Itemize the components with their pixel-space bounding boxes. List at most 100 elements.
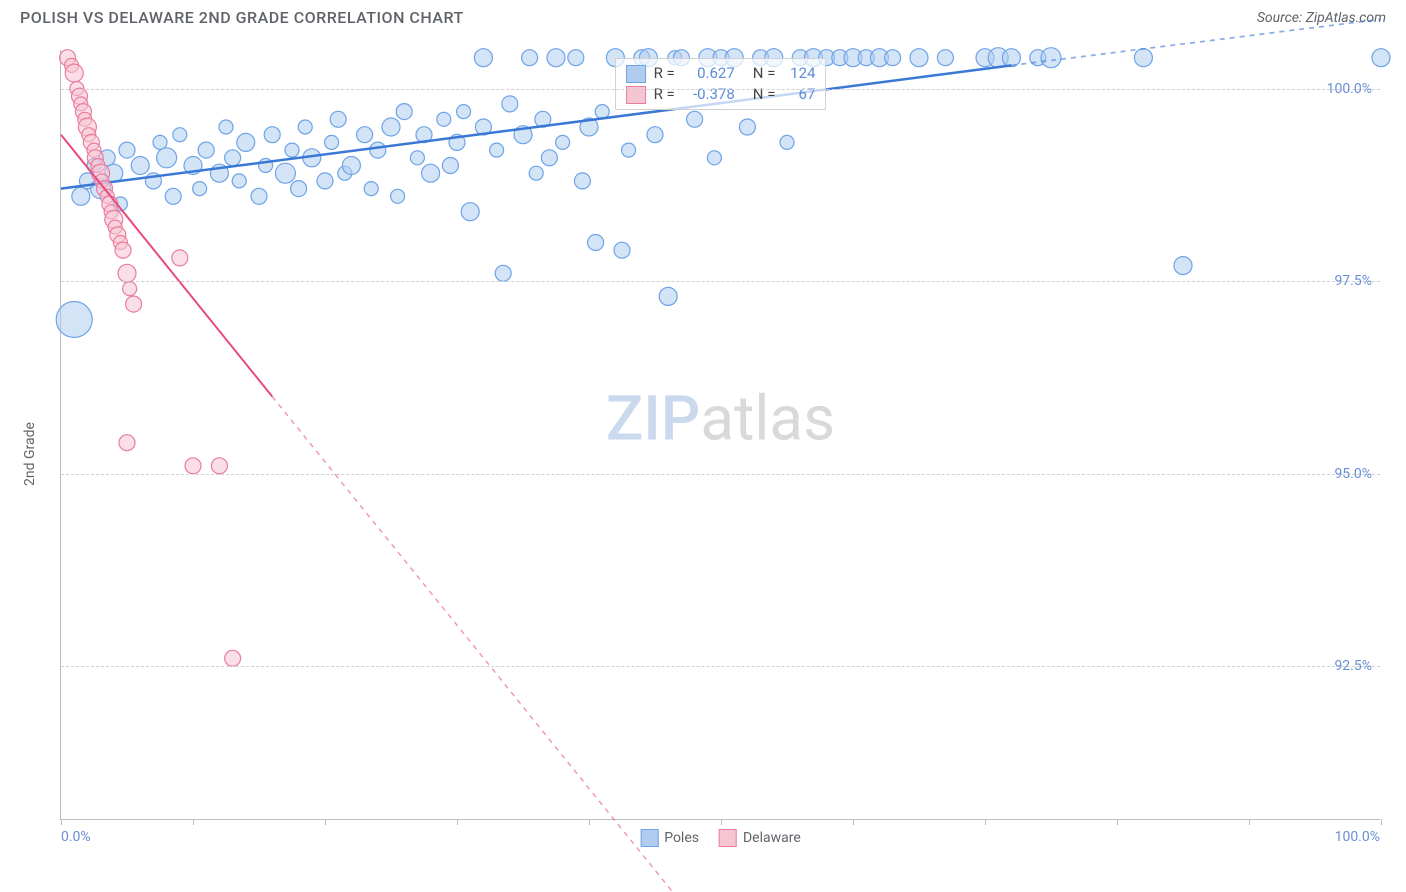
scatter-point: [325, 135, 339, 149]
gridline: [61, 281, 1380, 282]
scatter-point: [219, 120, 233, 134]
stat-n-label: N =: [753, 84, 776, 105]
scatter-point: [437, 112, 451, 126]
scatter-point: [370, 142, 386, 158]
scatter-point: [211, 458, 227, 474]
x-tick: [589, 819, 590, 825]
stats-swatch: [626, 65, 646, 83]
chart-title: POLISH VS DELAWARE 2ND GRADE CORRELATION…: [20, 8, 464, 27]
scatter-point: [1134, 49, 1152, 67]
y-tick-label: 100.0%: [1327, 81, 1372, 97]
scatter-point: [707, 151, 721, 165]
scatter-point: [502, 96, 518, 112]
scatter-point: [647, 127, 663, 143]
x-tick: [721, 819, 722, 825]
trend-line-dashed: [272, 397, 708, 892]
scatter-point: [357, 127, 373, 143]
scatter-point: [123, 282, 137, 296]
x-tick: [1249, 819, 1250, 825]
scatter-point: [330, 111, 346, 127]
scatter-point: [588, 235, 604, 251]
scatter-point: [522, 50, 538, 66]
scatter-point: [885, 50, 901, 66]
scatter-point: [910, 49, 928, 67]
scatter-point: [131, 157, 149, 175]
scatter-point: [422, 164, 440, 182]
scatter-point: [225, 650, 241, 666]
scatter-point: [119, 142, 135, 158]
scatter-point: [118, 264, 136, 282]
scatter-point: [119, 435, 135, 451]
legend-label: Poles: [664, 830, 699, 846]
y-tick-label: 97.5%: [1334, 273, 1372, 289]
x-tick: [1381, 819, 1382, 825]
scatter-point: [198, 142, 214, 158]
stat-n-value: 124: [783, 63, 815, 84]
scatter-point: [568, 50, 584, 66]
scatter-point: [382, 118, 400, 136]
scatter-point: [153, 135, 167, 149]
scatter-point: [391, 189, 405, 203]
scatter-point: [1002, 49, 1020, 67]
x-tick: [193, 819, 194, 825]
stat-r-value: 0.627: [683, 63, 735, 84]
scatter-point: [442, 158, 458, 174]
plot-area: ZIPatlas R =0.627N =124R =-0.378N =67 Po…: [60, 50, 1380, 820]
stat-r-label: R =: [654, 63, 675, 84]
scatter-point: [1372, 49, 1390, 67]
scatter-point: [225, 150, 241, 166]
source-label: Source: ZipAtlas.com: [1257, 10, 1386, 26]
stats-row: R = 0.627 N = 124: [626, 63, 816, 84]
scatter-point: [659, 287, 677, 305]
legend-label: Delaware: [743, 830, 801, 846]
stat-n-label: N =: [753, 63, 776, 84]
stats-box: R =0.627N =124R =-0.378N =67: [615, 58, 827, 110]
scatter-point: [461, 203, 479, 221]
legend-swatch: [719, 829, 737, 847]
scatter-point: [364, 182, 378, 196]
scatter-point: [317, 173, 333, 189]
scatter-point: [622, 143, 636, 157]
scatter-point: [342, 157, 360, 175]
scatter-point: [547, 49, 565, 67]
scatter-point: [541, 150, 557, 166]
scatter-point: [396, 104, 412, 120]
scatter-point: [115, 242, 131, 258]
scatter-point: [937, 50, 953, 66]
y-axis-label: 2nd Grade: [22, 422, 38, 486]
legend-swatch: [640, 829, 658, 847]
x-tick: [61, 819, 62, 825]
scatter-point: [232, 174, 246, 188]
x-tick-label: 100.0%: [1335, 829, 1380, 845]
scatter-point: [56, 302, 92, 338]
header: POLISH VS DELAWARE 2ND GRADE CORRELATION…: [0, 0, 1406, 35]
scatter-point: [490, 143, 504, 157]
x-tick: [457, 819, 458, 825]
scatter-point: [474, 49, 492, 67]
stat-n-value: 67: [783, 84, 815, 105]
gridline: [61, 474, 1380, 475]
scatter-point: [172, 250, 188, 266]
scatter-point: [410, 151, 424, 165]
x-tick-label: 0.0%: [61, 829, 91, 845]
scatter-point: [173, 128, 187, 142]
scatter-point: [193, 182, 207, 196]
chart-container: 2nd Grade ZIPatlas R =0.627N =124R =-0.3…: [40, 40, 1386, 852]
scatter-point: [291, 181, 307, 197]
bottom-legend: Poles Delaware: [640, 829, 801, 847]
scatter-point: [495, 265, 511, 281]
scatter-point: [165, 188, 181, 204]
scatter-point: [1041, 48, 1061, 68]
legend-item: Poles: [640, 829, 699, 847]
scatter-point: [1174, 257, 1192, 275]
scatter-point: [739, 119, 755, 135]
scatter-point: [264, 127, 280, 143]
scatter-point: [614, 242, 630, 258]
legend-item: Delaware: [719, 829, 801, 847]
gridline: [61, 89, 1380, 90]
scatter-point: [72, 187, 90, 205]
scatter-point: [126, 296, 142, 312]
scatter-point: [574, 173, 590, 189]
scatter-point: [157, 148, 177, 168]
scatter-point: [65, 64, 83, 82]
